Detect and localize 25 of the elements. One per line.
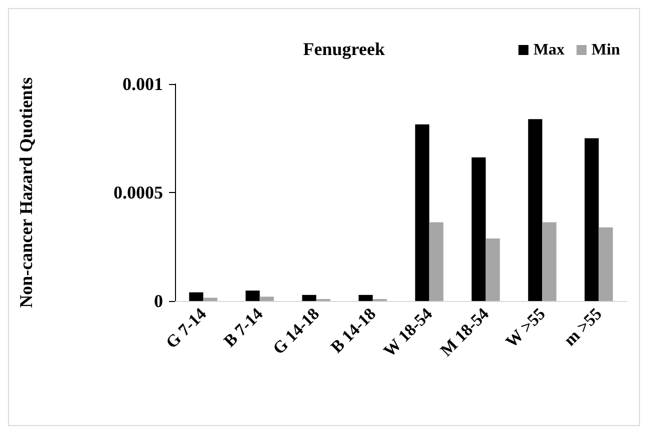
bar <box>189 292 204 301</box>
legend-label: Min <box>592 42 620 58</box>
bar <box>486 238 500 301</box>
bar <box>415 124 430 301</box>
x-tick-label: W >55 <box>502 304 549 352</box>
legend-label: Max <box>533 42 565 58</box>
bar <box>598 227 613 301</box>
y-tick-label: 0.001 <box>122 74 163 94</box>
x-tick-label: G 7-14 <box>162 304 210 352</box>
bar <box>246 290 260 301</box>
x-tick-label: B 7-14 <box>220 304 267 351</box>
bar <box>260 296 274 301</box>
bar <box>203 298 218 301</box>
bar <box>584 138 599 301</box>
bar <box>429 222 444 301</box>
bar <box>528 119 542 301</box>
bar <box>472 157 486 301</box>
y-tick-label: 0 <box>154 291 163 311</box>
bar <box>542 222 556 301</box>
x-tick-label: m >55 <box>560 304 606 350</box>
bar <box>302 294 316 301</box>
y-tick-label: 0.0005 <box>114 182 163 202</box>
y-axis-title: Non-cancer Hazard Quotients <box>16 77 36 308</box>
chart-title: Fenugreek <box>303 39 385 59</box>
bar <box>358 294 373 301</box>
